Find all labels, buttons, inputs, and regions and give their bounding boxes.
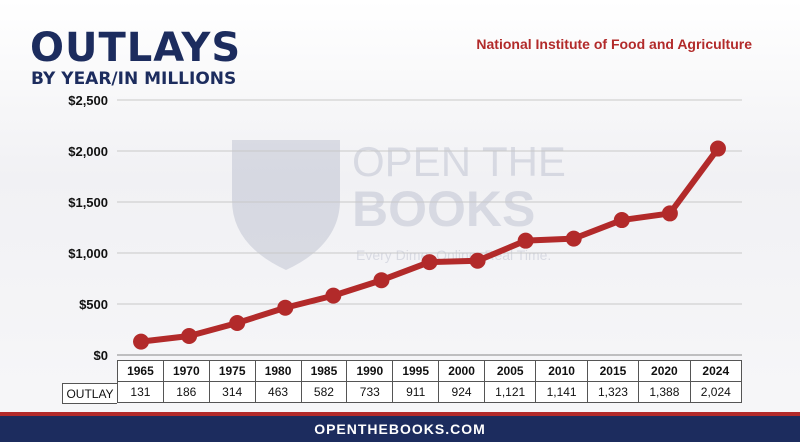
y-tick-label: $1,500 (68, 195, 108, 210)
data-label: 924 (438, 381, 485, 403)
data-label: 463 (254, 381, 302, 403)
watermark-logo: OPEN THE BOOKS Every Dime. Online. Real … (232, 138, 566, 270)
x-tick-label: 1970 (162, 360, 210, 382)
data-point (709, 140, 726, 157)
x-tick-label: 1990 (346, 360, 394, 382)
y-tick-label: $1,000 (68, 246, 108, 261)
data-label: 582 (300, 381, 348, 403)
x-tick-label: 1995 (392, 360, 440, 382)
data-point (421, 254, 438, 271)
data-point (373, 272, 390, 289)
data-point (325, 287, 342, 304)
data-label: 186 (162, 381, 210, 403)
y-tick-label: $500 (79, 297, 108, 312)
footer: OPENTHEBOOKS.COM (0, 412, 800, 442)
shield-icon (232, 140, 340, 270)
y-tick-label: $2,500 (68, 93, 108, 108)
x-tick-label: 2010 (535, 360, 588, 382)
data-label: 314 (208, 381, 256, 403)
footer-url: OPENTHEBOOKS.COM (314, 421, 486, 437)
data-label: 1,121 (483, 381, 537, 403)
data-point (277, 299, 294, 316)
line-chart: OPEN THE BOOKS Every Dime. Online. Real … (68, 93, 742, 360)
x-tick-label: 2024 (689, 360, 743, 382)
table-value-row: 131 186 314 463 582 733 911 924 1,121 1,141 1,323 1… (117, 381, 743, 403)
data-label: 2,024 (689, 381, 743, 403)
table-row-label: OUTLAY (62, 383, 117, 404)
data-label: 733 (346, 381, 394, 403)
data-table: 1965 1970 1975 1980 1985 1990 1995 2000 2005 2010… (117, 360, 743, 403)
y-tick-label: $0 (94, 348, 108, 360)
y-axis-tick-labels: $0 $500 $1,000 $1,500 $2,000 $2,500 (68, 93, 108, 360)
series-outlay (133, 140, 726, 350)
data-point (613, 212, 630, 229)
x-tick-label: 1980 (254, 360, 302, 382)
data-point (517, 232, 534, 249)
grid-lines (117, 99, 742, 356)
data-label: 1,323 (586, 381, 640, 403)
x-tick-label: 2000 (438, 360, 485, 382)
table-year-row: 1965 1970 1975 1980 1985 1990 1995 2000 2005 2010… (117, 360, 743, 382)
data-label: 1,388 (638, 381, 691, 403)
watermark-line1: OPEN THE (352, 138, 566, 185)
data-point (661, 205, 678, 222)
data-point (469, 252, 486, 269)
x-tick-label: 2015 (586, 360, 640, 382)
data-label: 911 (392, 381, 440, 403)
x-tick-label: 2020 (638, 360, 691, 382)
agency-name: National Institute of Food and Agricultu… (476, 36, 752, 52)
y-tick-label: $2,000 (68, 144, 108, 159)
data-label: 131 (117, 381, 164, 403)
x-tick-label: 1975 (208, 360, 256, 382)
data-point (565, 230, 582, 247)
x-tick-label: 2005 (483, 360, 537, 382)
page-title: OUTLAYS (30, 25, 242, 71)
data-point (229, 314, 246, 331)
data-point (133, 333, 150, 350)
x-tick-label: 1985 (300, 360, 348, 382)
data-label: 1,141 (535, 381, 588, 403)
x-tick-label: 1965 (117, 360, 164, 382)
watermark-line2: BOOKS (352, 181, 535, 237)
data-point (181, 328, 198, 345)
page-subtitle: BY YEAR/IN MILLIONS (31, 69, 237, 89)
